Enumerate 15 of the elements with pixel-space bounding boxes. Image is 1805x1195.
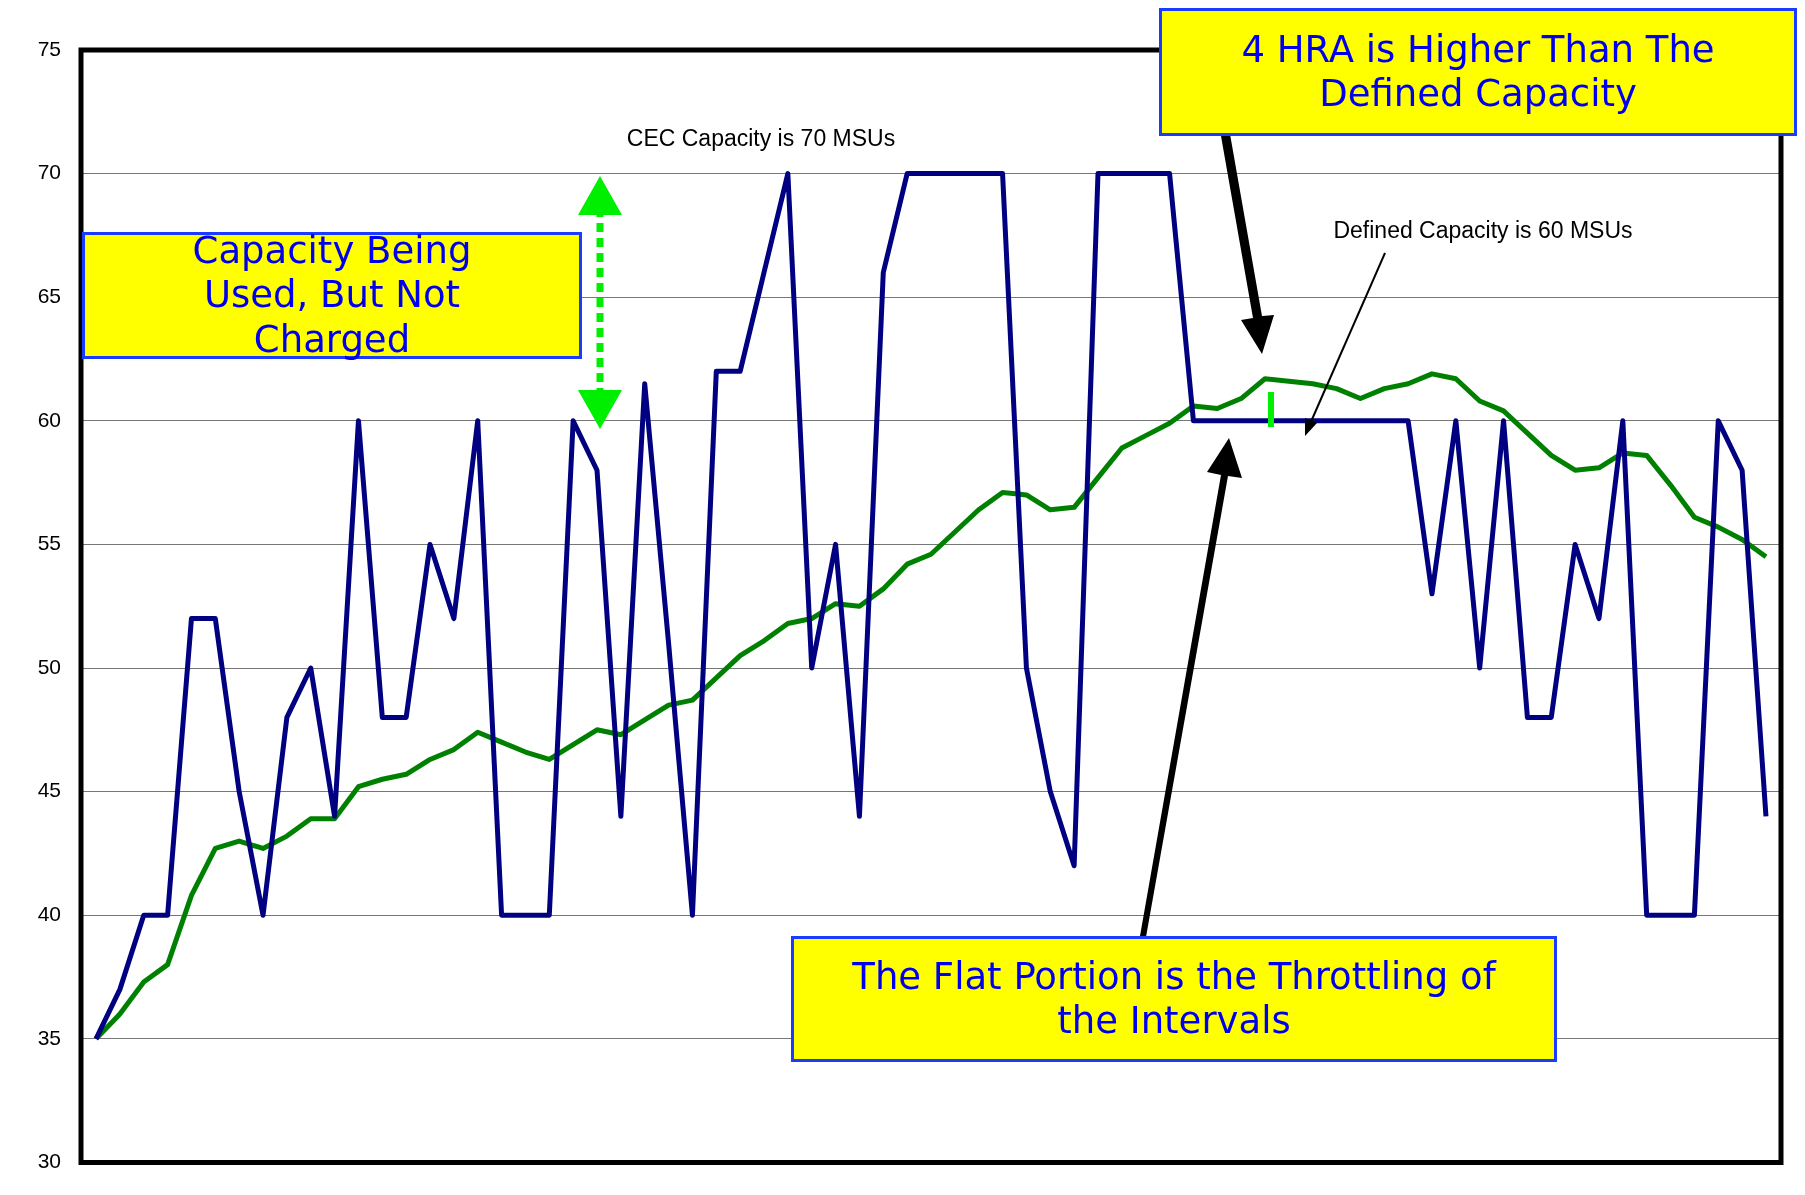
y-tick-label: 75 (37, 36, 61, 60)
y-tick-label: 65 (37, 284, 61, 307)
annotation: CEC Capacity is 70 MSUs (626, 124, 896, 152)
annotation: Defined Capacity is 60 MSUs (1333, 216, 1633, 244)
y-tick-label: 30 (37, 1149, 61, 1173)
y-tick-label: 55 (37, 531, 61, 555)
callout-box: Capacity Being Used, But Not Charged (82, 232, 582, 359)
y-tick-label: 45 (37, 778, 61, 802)
callout-box: The Flat Portion is the Throttling of the Intervals (791, 936, 1557, 1062)
y-tick-label: 40 (37, 902, 61, 925)
callout-box: 4 HRA is Higher Than The Defined Capacity (1159, 8, 1797, 136)
y-tick-label: 35 (37, 1025, 61, 1049)
y-tick-label: 70 (37, 160, 61, 184)
y-tick-label: 50 (37, 654, 61, 678)
y-tick-label: 60 (37, 407, 61, 431)
